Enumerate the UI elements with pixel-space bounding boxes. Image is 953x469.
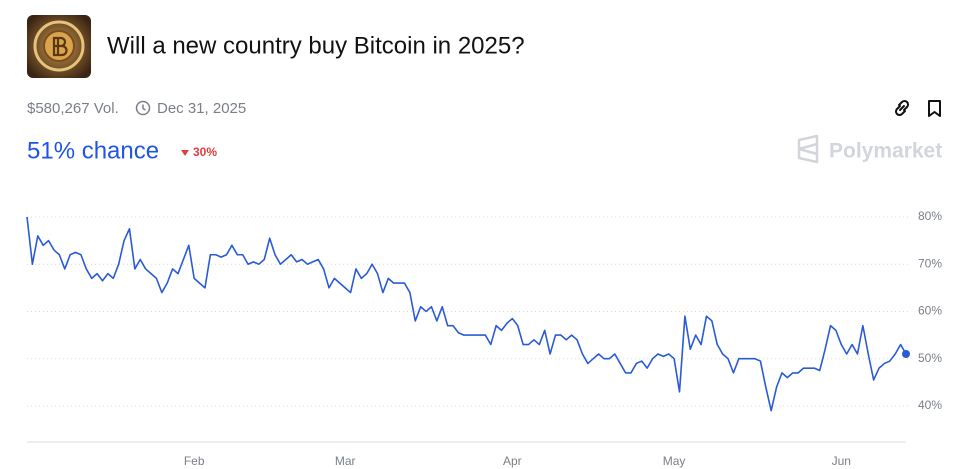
price-line <box>26 216 907 412</box>
chance: 51% chance <box>27 137 159 164</box>
y-tick-label: 40% <box>918 398 942 412</box>
bookmark-icon[interactable] <box>928 100 941 117</box>
link-icon[interactable] <box>894 99 910 117</box>
x-tick-label: Feb <box>184 454 205 468</box>
x-tick-label: Mar <box>335 454 356 468</box>
market-title: Will a new country buy Bitcoin in 2025? <box>107 32 525 59</box>
y-tick-label: 70% <box>918 256 942 270</box>
last-point <box>902 349 910 358</box>
y-tick-label: 60% <box>918 304 942 318</box>
brand: Polymarket <box>829 140 942 163</box>
x-tick-label: Apr <box>503 454 522 468</box>
clock-icon <box>135 100 151 116</box>
market-icon <box>27 15 91 78</box>
x-tick-label: Jun <box>832 454 851 468</box>
change: 30% <box>193 145 217 159</box>
y-tick-label: 50% <box>918 351 942 365</box>
y-tick-label: 80% <box>918 209 942 223</box>
end-date: Dec 31, 2025 <box>157 100 246 117</box>
down-arrow <box>181 150 189 156</box>
volume: $580,267 Vol. <box>27 100 119 117</box>
brand-logo <box>797 134 819 164</box>
x-tick-label: May <box>663 454 686 468</box>
